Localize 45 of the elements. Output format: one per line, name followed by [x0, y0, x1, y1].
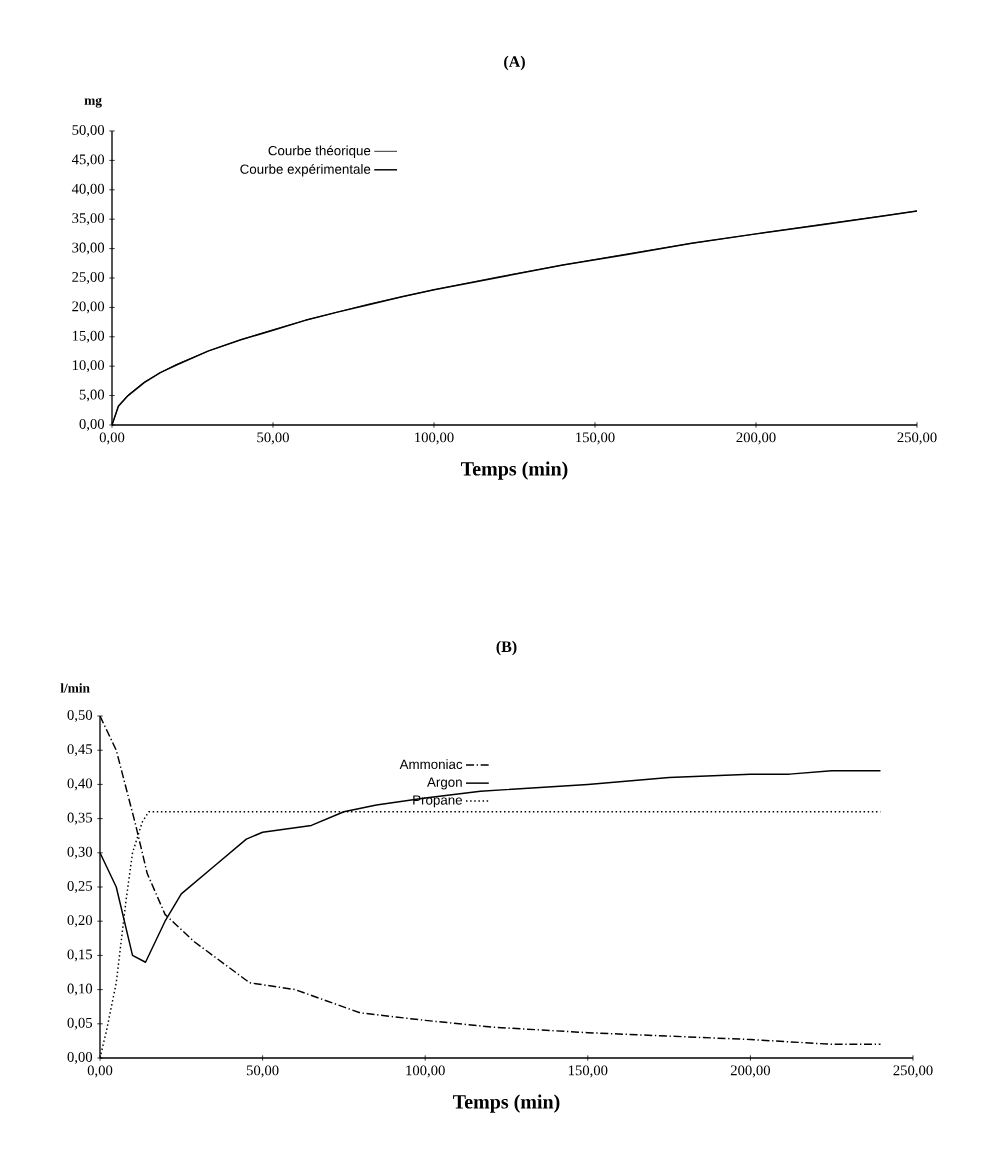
y-tick-label: 0,40 [67, 778, 93, 791]
y-tick-label: 0,20 [67, 915, 93, 928]
legend-label: Propane [413, 795, 462, 808]
y-tick-label: 0,30 [67, 846, 93, 859]
x-tick-label: 100,00 [406, 1065, 445, 1078]
x-axis-title: Temps (min) [453, 1094, 560, 1113]
y-axis-title: mg [84, 97, 102, 108]
y-tick-label: 15,00 [72, 330, 105, 343]
x-tick-label: 150,00 [576, 432, 615, 445]
y-tick-label: 0,05 [67, 1017, 93, 1030]
x-tick-label: 50,00 [246, 1065, 279, 1078]
x-tick-label: 250,00 [897, 432, 937, 445]
y-tick-label: 30,00 [72, 242, 105, 255]
chart-title: (B) [496, 640, 517, 656]
x-tick-label: 150,00 [568, 1065, 608, 1078]
x-tick-label: 200,00 [730, 1065, 771, 1078]
y-tick-label: 10,00 [72, 360, 105, 373]
y-tick-label: 5,00 [79, 389, 105, 402]
legend-label: Courbe théorique [268, 145, 371, 158]
x-tick-label: 0,00 [99, 432, 125, 445]
legend-label: Argon [427, 777, 462, 790]
y-tick-label: 45,00 [71, 154, 105, 167]
y-tick-label: 0,25 [67, 881, 93, 894]
y-tick-label: 25,00 [72, 272, 105, 284]
x-tick-label: 250,00 [893, 1065, 933, 1078]
y-tick-label: 35,00 [72, 213, 105, 226]
y-tick-label: 0,35 [67, 812, 93, 825]
x-tick-label: 50,00 [257, 432, 289, 445]
x-tick-label: 200,00 [736, 432, 776, 445]
y-tick-label: 0,00 [67, 1052, 93, 1065]
y-axis-title: l/min [60, 683, 90, 693]
y-tick-label: 20,00 [72, 301, 105, 314]
x-axis-title: Temps (min) [461, 461, 568, 480]
legend-label: Ammoniac [399, 759, 463, 770]
y-tick-label: 0,10 [67, 983, 93, 996]
y-tick-label: 40,00 [71, 183, 105, 196]
y-tick-label: 0,45 [67, 744, 93, 757]
chart-title: (A) [504, 55, 525, 71]
x-tick-label: 0,00 [87, 1065, 113, 1078]
x-tick-label: 100,00 [415, 432, 454, 445]
y-tick-label: 50,00 [72, 125, 105, 137]
y-tick-label: 0,15 [67, 949, 93, 962]
y-tick-label: 0,00 [79, 419, 105, 431]
y-tick-label: 0,50 [67, 710, 93, 723]
legend-label: Courbe expérimentale [240, 163, 371, 177]
